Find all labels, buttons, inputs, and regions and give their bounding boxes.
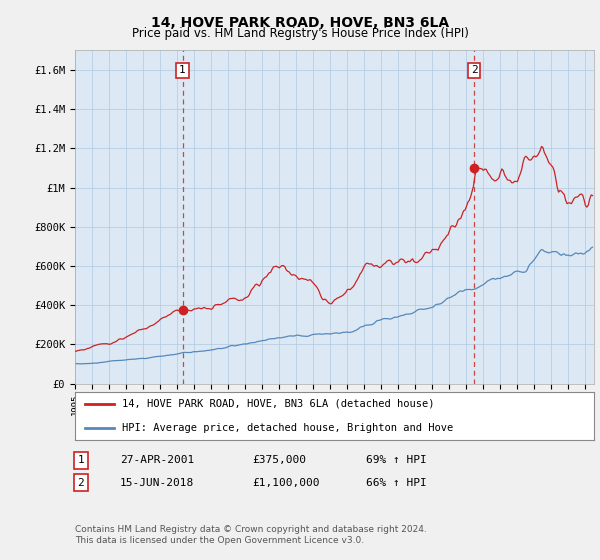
Text: £1,100,000: £1,100,000 bbox=[252, 478, 320, 488]
Text: 1: 1 bbox=[179, 66, 186, 76]
Text: HPI: Average price, detached house, Brighton and Hove: HPI: Average price, detached house, Brig… bbox=[122, 423, 453, 433]
Text: 1: 1 bbox=[77, 455, 85, 465]
Text: 14, HOVE PARK ROAD, HOVE, BN3 6LA (detached house): 14, HOVE PARK ROAD, HOVE, BN3 6LA (detac… bbox=[122, 399, 434, 409]
Text: 27-APR-2001: 27-APR-2001 bbox=[120, 455, 194, 465]
Text: 2: 2 bbox=[471, 66, 478, 76]
Text: £375,000: £375,000 bbox=[252, 455, 306, 465]
Text: 2: 2 bbox=[77, 478, 85, 488]
Text: 66% ↑ HPI: 66% ↑ HPI bbox=[366, 478, 427, 488]
Text: 69% ↑ HPI: 69% ↑ HPI bbox=[366, 455, 427, 465]
Text: 14, HOVE PARK ROAD, HOVE, BN3 6LA: 14, HOVE PARK ROAD, HOVE, BN3 6LA bbox=[151, 16, 449, 30]
Text: 15-JUN-2018: 15-JUN-2018 bbox=[120, 478, 194, 488]
Text: Contains HM Land Registry data © Crown copyright and database right 2024.
This d: Contains HM Land Registry data © Crown c… bbox=[75, 525, 427, 545]
Text: Price paid vs. HM Land Registry's House Price Index (HPI): Price paid vs. HM Land Registry's House … bbox=[131, 27, 469, 40]
